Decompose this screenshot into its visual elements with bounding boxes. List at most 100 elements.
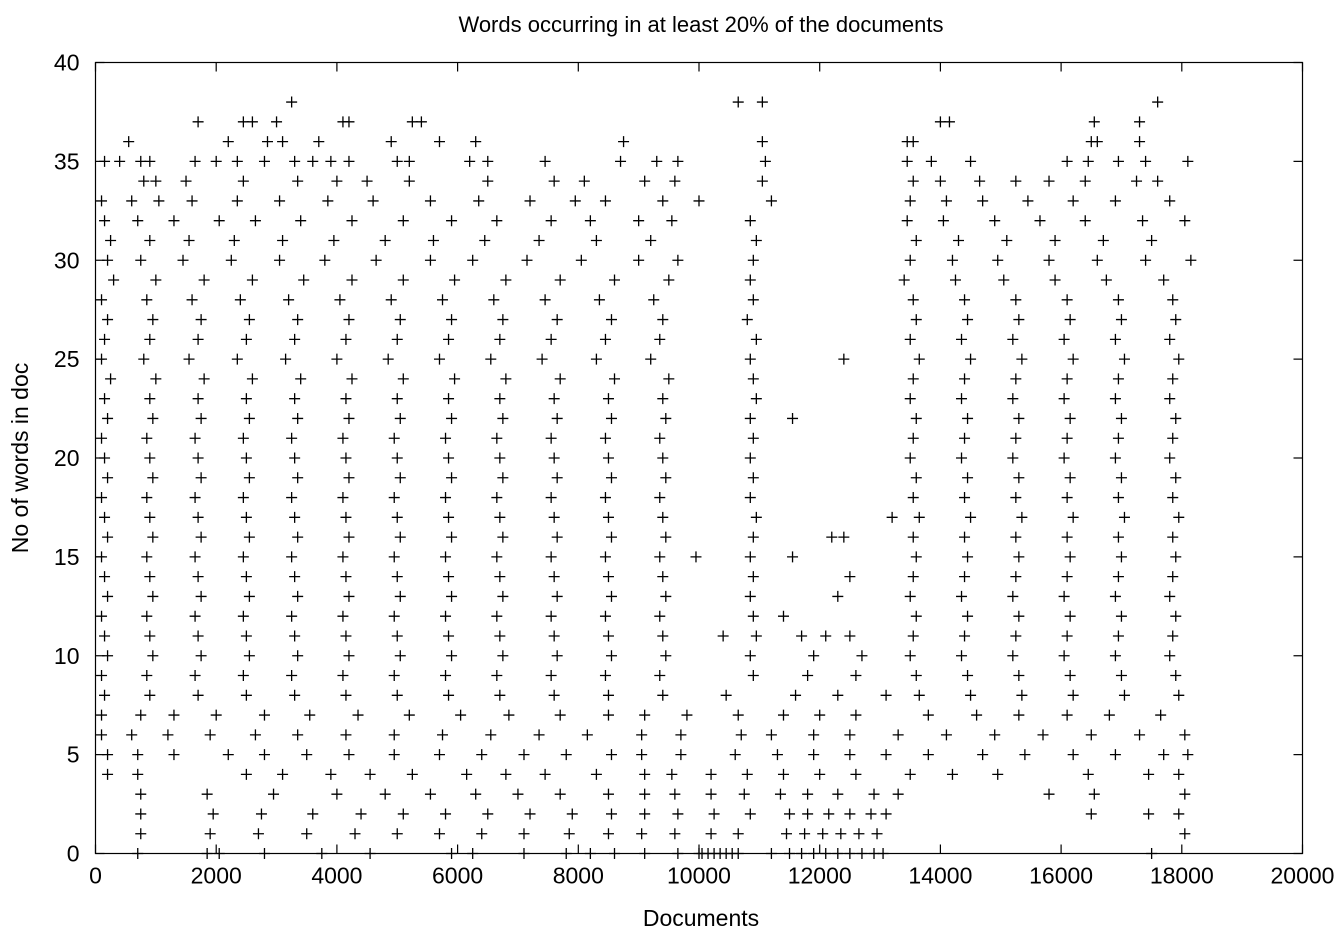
data-point: [657, 452, 669, 464]
data-point: [744, 551, 756, 563]
data-point: [367, 195, 379, 207]
data-point: [1179, 729, 1191, 741]
data-point: [394, 590, 406, 602]
data-point: [325, 768, 337, 780]
data-point: [479, 234, 491, 246]
data-point: [144, 452, 156, 464]
data-point: [1140, 155, 1152, 167]
data-point: [518, 848, 530, 859]
data-point: [289, 333, 301, 345]
data-point: [868, 788, 880, 800]
data-point: [605, 808, 617, 820]
y-axis-label: No of words in doc: [7, 363, 33, 553]
data-point: [554, 788, 566, 800]
data-point: [334, 294, 346, 306]
data-point: [853, 828, 865, 840]
data-point: [192, 393, 204, 405]
data-point: [750, 511, 762, 523]
data-point: [1112, 373, 1124, 385]
data-point: [1061, 571, 1073, 583]
data-point: [446, 650, 458, 662]
data-point: [355, 808, 367, 820]
data-point: [379, 788, 391, 800]
data-point: [433, 749, 445, 761]
data-point: [482, 155, 494, 167]
data-point: [222, 749, 234, 761]
data-point: [135, 709, 147, 721]
data-point: [168, 215, 180, 227]
data-point: [554, 709, 566, 721]
data-point: [325, 155, 337, 167]
data-point: [313, 136, 325, 148]
data-point: [144, 333, 156, 345]
data-point: [246, 116, 258, 128]
data-point: [246, 373, 258, 385]
data-point: [494, 511, 506, 523]
data-point: [102, 531, 114, 543]
y-tick-label: 0: [67, 841, 80, 867]
data-point: [343, 590, 355, 602]
data-point: [910, 314, 922, 326]
data-point: [198, 274, 210, 286]
data-point: [548, 571, 560, 583]
x-tick-label: 18000: [1150, 863, 1214, 889]
data-point: [397, 373, 409, 385]
data-point: [548, 393, 560, 405]
data-point: [705, 828, 717, 840]
x-tick-label: 10000: [667, 863, 731, 889]
data-point: [99, 511, 111, 523]
data-point: [497, 590, 509, 602]
data-point: [99, 689, 111, 701]
data-point: [747, 432, 759, 444]
data-point: [956, 333, 968, 345]
data-point: [307, 808, 319, 820]
data-point: [741, 768, 753, 780]
data-point: [295, 373, 307, 385]
data-point: [195, 650, 207, 662]
data-point: [1173, 768, 1185, 780]
data-point: [192, 511, 204, 523]
data-point: [343, 472, 355, 484]
data-point: [443, 630, 455, 642]
data-point: [406, 768, 418, 780]
data-point: [337, 492, 349, 504]
data-point: [394, 472, 406, 484]
data-point: [394, 412, 406, 424]
data-point: [240, 571, 252, 583]
data-point: [243, 531, 255, 543]
data-point: [750, 630, 762, 642]
data-point: [765, 729, 777, 741]
data-point: [1109, 195, 1121, 207]
data-point: [225, 254, 237, 266]
data-point: [605, 472, 617, 484]
data-point: [1170, 551, 1182, 563]
data-point: [222, 136, 234, 148]
data-point: [925, 155, 937, 167]
data-point: [599, 551, 611, 563]
data-point: [636, 729, 648, 741]
data-point: [545, 670, 557, 682]
data-point: [977, 749, 989, 761]
data-point: [476, 828, 488, 840]
data-point: [536, 353, 548, 365]
data-point: [391, 828, 403, 840]
data-point: [832, 788, 844, 800]
data-point: [602, 709, 614, 721]
y-tick-label: 15: [54, 544, 80, 570]
data-point: [102, 254, 114, 266]
data-point: [340, 630, 352, 642]
data-point: [1001, 234, 1013, 246]
data-point: [675, 749, 687, 761]
data-point: [959, 630, 971, 642]
data-point: [672, 848, 684, 859]
data-point: [497, 650, 509, 662]
data-point: [243, 650, 255, 662]
data-point: [602, 828, 614, 840]
data-point: [99, 630, 111, 642]
data-point: [301, 749, 313, 761]
data-point: [1109, 590, 1121, 602]
data-point: [391, 333, 403, 345]
data-point: [1173, 689, 1185, 701]
data-point: [660, 412, 672, 424]
data-point: [850, 768, 862, 780]
